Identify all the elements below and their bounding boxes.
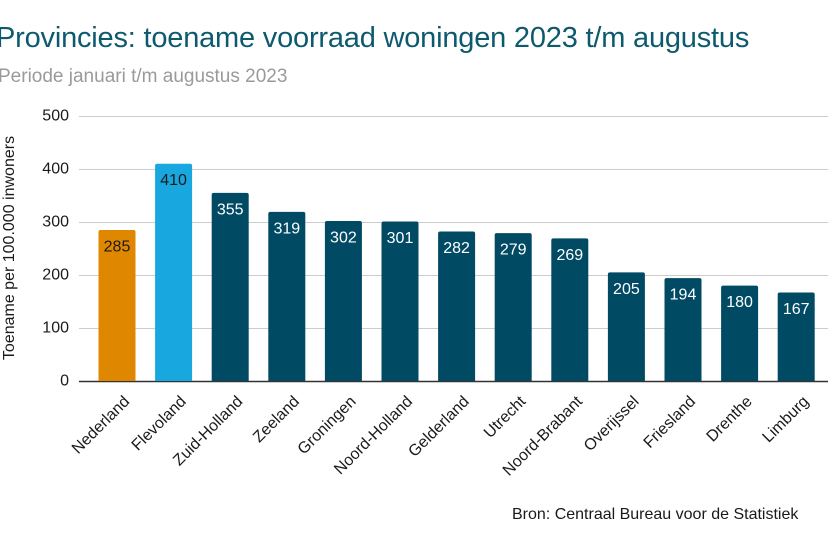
bars [98, 163, 815, 381]
y-tick-label: 400 [42, 161, 69, 178]
y-tick-label: 100 [42, 320, 69, 337]
value-label-flevoland: 410 [160, 172, 187, 189]
bar-flevoland [155, 163, 193, 381]
bar-utrecht [494, 233, 532, 381]
x-tick-label-drenthe: Drenthe [704, 393, 756, 445]
value-label-limburg: 167 [783, 301, 810, 318]
y-tick-label: 200 [42, 267, 69, 284]
value-label-noord-brabant: 269 [556, 247, 583, 264]
chart-subtitle: Periode januari t/m augustus 2023 [0, 66, 288, 87]
value-label-zuid-holland: 355 [217, 201, 244, 218]
value-label-gelderland: 282 [443, 240, 470, 257]
x-tick-label-zeeland: Zeeland [250, 393, 303, 446]
value-label-drenthe: 180 [726, 294, 753, 311]
bar-limburg [777, 292, 815, 381]
value-label-utrecht: 279 [500, 242, 527, 259]
chart-title: Provincies: toename voorraad woningen 20… [0, 22, 750, 54]
value-label-friesland: 194 [670, 287, 697, 304]
bar-noord-holland [381, 221, 419, 381]
y-axis-label: Toename per 100.000 inwoners [1, 136, 18, 360]
bar-friesland [664, 278, 702, 381]
bar-noord-brabant [551, 238, 589, 381]
x-tick-label-limburg: Limburg [759, 393, 812, 446]
value-label-overijssel: 205 [613, 281, 640, 298]
y-axis-ticks: 0 100 200 300 400 500 [42, 108, 69, 390]
bar-zuid-holland [211, 192, 249, 381]
x-tick-label-flevoland: Flevoland [129, 393, 190, 454]
x-tick-label-nederland: Nederland [69, 393, 133, 457]
value-label-nederland: 285 [104, 238, 131, 255]
x-tick-label-overijssel: Overijssel [581, 393, 643, 455]
y-tick-label: 0 [60, 373, 69, 390]
bar-groningen [324, 220, 362, 381]
value-labels: 285 410 355 319 302 301 282 279 269 205 194 180 167 [104, 172, 810, 318]
bar-gelderland [438, 231, 476, 381]
bar-overijssel [607, 272, 645, 381]
bar-nederland [98, 229, 136, 381]
x-tick-label-friesland: Friesland [641, 393, 700, 452]
y-tick-label: 500 [42, 108, 69, 125]
y-tick-label: 300 [42, 214, 69, 231]
bar-drenthe [721, 285, 759, 381]
source-note: Bron: Centraal Bureau voor de Statistiek [512, 506, 799, 523]
value-label-groningen: 302 [330, 229, 357, 246]
x-tick-label-utrecht: Utrecht [481, 393, 530, 442]
bar-zeeland [268, 211, 306, 381]
value-label-noord-holland: 301 [387, 230, 414, 247]
x-tick-label-gelderland: Gelderland [405, 393, 472, 460]
value-label-zeeland: 319 [273, 220, 300, 237]
